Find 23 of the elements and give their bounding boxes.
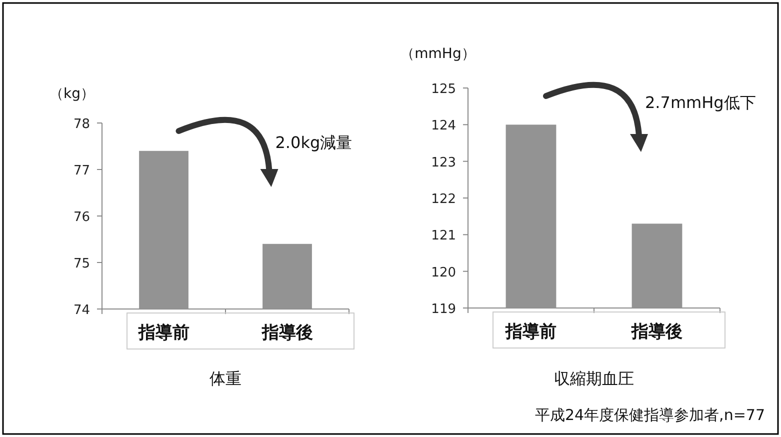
y-tick-label: 123 (431, 155, 456, 170)
x-tick-label: 指導前 (137, 323, 190, 343)
x-axis-title: 収縮期血圧 (554, 369, 634, 388)
y-tick-label: 74 (73, 303, 90, 318)
y-tick-label: 76 (73, 210, 90, 225)
y-axis-title: （mmHg） (400, 46, 476, 62)
y-tick-label: 124 (431, 118, 456, 134)
x-axis-title: 体重 (210, 369, 242, 388)
annotation: 2.7mmHg低下 (645, 93, 756, 112)
x-tick-label: 指導後 (260, 323, 313, 343)
y-tick-label: 125 (431, 82, 456, 97)
y-axis-title: （kg） (50, 86, 94, 102)
y-tick-label: 77 (73, 164, 90, 178)
annotation: 2.0kg減量 (275, 133, 352, 152)
text: 平成24年度保健指導参加者,n=77 (534, 406, 765, 424)
x-tick-label: 指導前 (504, 322, 556, 342)
y-tick-label: 121 (431, 228, 456, 244)
y-tick-label: 120 (431, 265, 456, 280)
y-tick-label: 78 (73, 117, 90, 132)
x-tick-label: 指導後 (630, 322, 682, 342)
y-tick-label: 122 (431, 192, 456, 207)
y-tick-label: 75 (73, 256, 90, 272)
y-tick-label: 119 (431, 302, 456, 317)
